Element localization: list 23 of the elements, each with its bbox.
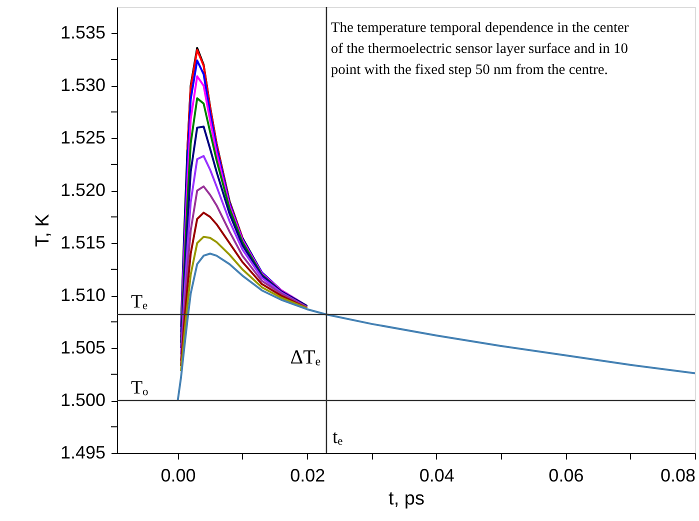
y-tick-label: 1.495: [60, 442, 106, 462]
ref-line-label: Tₒ: [131, 378, 149, 399]
x-tick-label: 0.00: [160, 466, 196, 486]
y-tick-label: 1.505: [60, 338, 106, 358]
annotation: ΔTₑ: [290, 346, 320, 369]
x-tick-label: 0.04: [419, 466, 454, 486]
y-tick-label: 1.525: [60, 128, 106, 148]
y-tick-label: 1.535: [60, 22, 106, 43]
y-axis-title: T, K: [32, 214, 54, 247]
ref-line-label: tₑ: [332, 427, 343, 448]
x-tick-label: 0.02: [290, 466, 326, 486]
line-series: [176, 252, 695, 402]
x-tick-label: 0.08: [660, 466, 696, 486]
ref-line-label: Tₑ: [131, 291, 148, 312]
y-tick-label: 1.515: [60, 232, 106, 253]
y-tick-label: 1.510: [60, 285, 106, 306]
line-series: [186, 49, 244, 239]
annotation: The temperature temporal dependence in the center of the thermoelectric sensor layer surface and in 10 point with the fixed step 50 nm from the centre.: [330, 20, 629, 78]
y-tick-label: 1.530: [60, 75, 106, 96]
x-axis-title: t, ps: [388, 488, 424, 510]
y-tick-label: 1.520: [60, 180, 106, 200]
y-tick-label: 1.500: [60, 390, 106, 410]
x-tick-label: 0.06: [548, 466, 584, 486]
